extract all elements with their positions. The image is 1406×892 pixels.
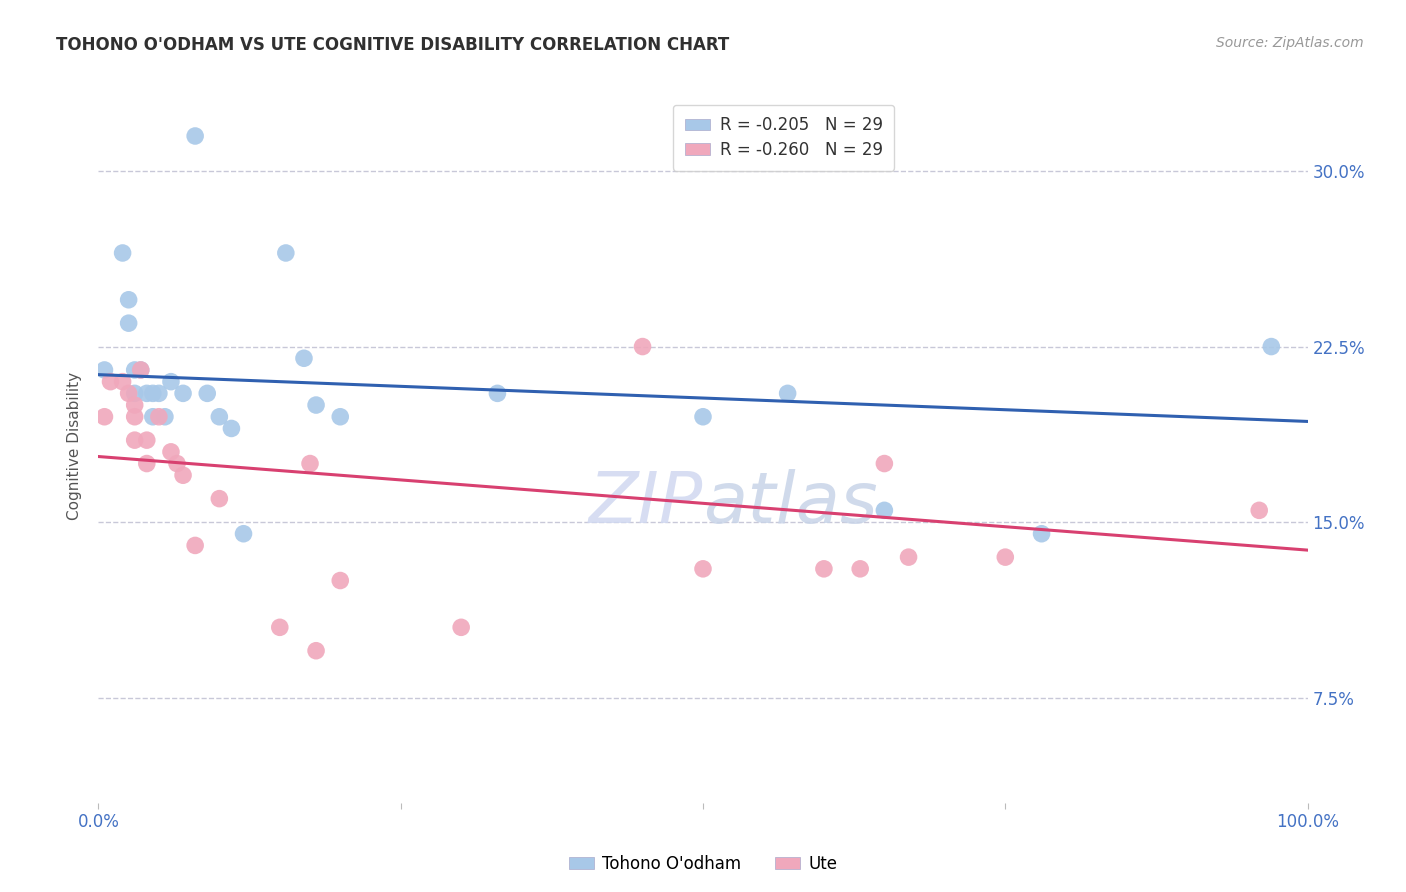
Text: atlas: atlas: [703, 468, 877, 538]
Point: [184, 538, 207, 552]
Point: [160, 375, 183, 389]
Text: ZIP: ZIP: [589, 468, 703, 538]
Point: [692, 409, 714, 424]
Point: [124, 363, 146, 377]
Point: [221, 421, 243, 435]
Text: TOHONO O'ODHAM VS UTE COGNITIVE DISABILITY CORRELATION CHART: TOHONO O'ODHAM VS UTE COGNITIVE DISABILI…: [56, 36, 730, 54]
Point: [897, 550, 920, 565]
Point: [148, 409, 170, 424]
Point: [692, 562, 714, 576]
Point: [118, 386, 141, 401]
Point: [329, 574, 352, 588]
Point: [142, 386, 165, 401]
Point: [135, 457, 157, 471]
Point: [118, 316, 141, 330]
Point: [111, 246, 134, 260]
Point: [124, 398, 146, 412]
Point: [100, 375, 122, 389]
Y-axis label: Cognitive Disability: Cognitive Disability: [67, 372, 83, 520]
Legend: R = -0.205   N = 29, R = -0.260   N = 29: R = -0.205 N = 29, R = -0.260 N = 29: [673, 104, 894, 170]
Point: [813, 562, 835, 576]
Point: [269, 620, 291, 634]
Point: [142, 409, 165, 424]
Point: [129, 363, 152, 377]
Point: [172, 386, 194, 401]
Point: [135, 386, 157, 401]
Point: [184, 128, 207, 143]
Point: [195, 386, 218, 401]
Point: [153, 409, 176, 424]
Point: [208, 409, 231, 424]
Point: [305, 644, 328, 658]
Point: [124, 386, 146, 401]
Point: [873, 457, 896, 471]
Point: [135, 433, 157, 447]
Point: [232, 526, 254, 541]
Point: [208, 491, 231, 506]
Point: [299, 457, 322, 471]
Point: [93, 409, 115, 424]
Point: [776, 386, 799, 401]
Legend: Tohono O'odham, Ute: Tohono O'odham, Ute: [562, 848, 844, 880]
Point: [160, 445, 183, 459]
Point: [450, 620, 472, 634]
Point: [111, 375, 134, 389]
Point: [1260, 340, 1282, 354]
Point: [486, 386, 509, 401]
Text: Source: ZipAtlas.com: Source: ZipAtlas.com: [1216, 36, 1364, 50]
Point: [1249, 503, 1271, 517]
Point: [631, 340, 654, 354]
Point: [118, 293, 141, 307]
Point: [274, 246, 297, 260]
Point: [329, 409, 352, 424]
Point: [172, 468, 194, 483]
Point: [124, 433, 146, 447]
Point: [124, 409, 146, 424]
Point: [994, 550, 1017, 565]
Point: [129, 363, 152, 377]
Point: [93, 363, 115, 377]
Point: [166, 457, 188, 471]
Point: [148, 386, 170, 401]
Point: [849, 562, 872, 576]
Point: [873, 503, 896, 517]
Point: [1031, 526, 1053, 541]
Point: [292, 351, 315, 366]
Point: [305, 398, 328, 412]
